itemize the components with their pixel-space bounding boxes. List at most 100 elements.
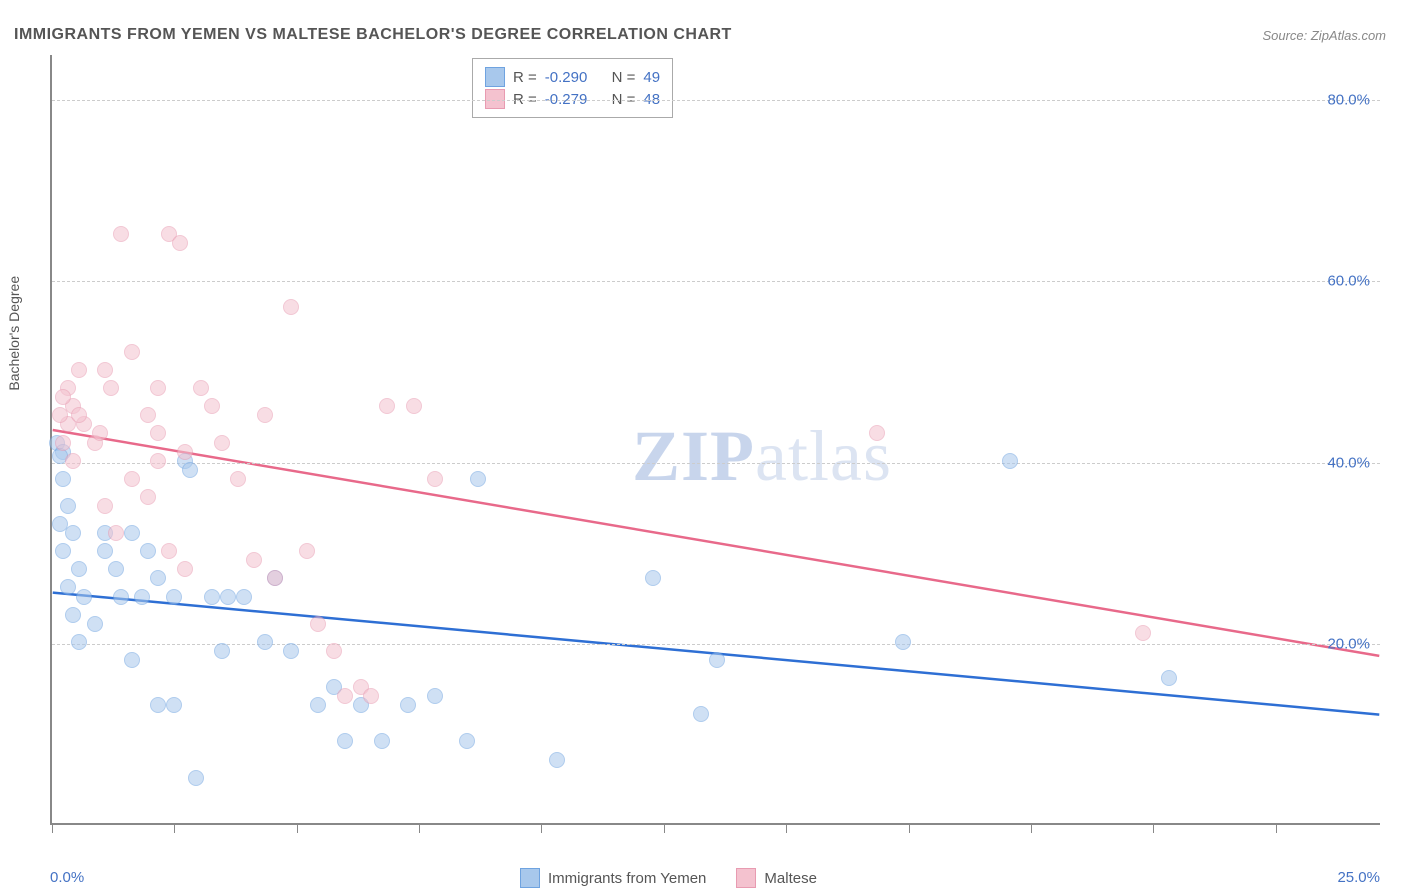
scatter-point-maltese — [204, 398, 220, 414]
x-tick — [419, 823, 420, 833]
scatter-point-yemen — [337, 733, 353, 749]
scatter-point-yemen — [71, 634, 87, 650]
scatter-point-yemen — [124, 525, 140, 541]
stats-row-yemen: R = -0.290 N = 49 — [485, 67, 660, 87]
scatter-point-maltese — [97, 498, 113, 514]
scatter-point-yemen — [65, 607, 81, 623]
scatter-point-yemen — [400, 697, 416, 713]
scatter-point-yemen — [283, 643, 299, 659]
scatter-point-yemen — [310, 697, 326, 713]
scatter-point-yemen — [134, 589, 150, 605]
legend-label-yemen: Immigrants from Yemen — [548, 870, 706, 887]
scatter-point-maltese — [193, 380, 209, 396]
scatter-point-yemen — [427, 688, 443, 704]
scatter-point-maltese — [92, 425, 108, 441]
grid-line — [52, 281, 1380, 282]
legend-swatch-maltese — [736, 868, 756, 888]
scatter-point-maltese — [55, 435, 71, 451]
y-tick-label: 40.0% — [1327, 454, 1370, 471]
trend-line-maltese — [53, 430, 1380, 656]
scatter-point-maltese — [246, 552, 262, 568]
scatter-point-maltese — [140, 489, 156, 505]
r-label: R = — [513, 69, 537, 86]
x-tick — [664, 823, 665, 833]
scatter-point-maltese — [150, 425, 166, 441]
scatter-point-yemen — [549, 752, 565, 768]
scatter-point-maltese — [150, 453, 166, 469]
scatter-point-yemen — [65, 525, 81, 541]
n-label: N = — [612, 69, 636, 86]
grid-line — [52, 463, 1380, 464]
scatter-point-yemen — [709, 652, 725, 668]
scatter-point-maltese — [113, 226, 129, 242]
scatter-point-maltese — [363, 688, 379, 704]
scatter-point-yemen — [76, 589, 92, 605]
scatter-point-yemen — [60, 579, 76, 595]
scatter-point-yemen — [214, 643, 230, 659]
watermark-bold: ZIP — [632, 416, 755, 496]
scatter-point-yemen — [150, 570, 166, 586]
scatter-point-yemen — [236, 589, 252, 605]
legend: Immigrants from Yemen Maltese — [520, 868, 817, 888]
scatter-point-maltese — [406, 398, 422, 414]
x-tick — [52, 823, 53, 833]
scatter-point-maltese — [267, 570, 283, 586]
scatter-point-maltese — [108, 525, 124, 541]
scatter-point-yemen — [470, 471, 486, 487]
stats-box: R = -0.290 N = 49 R = -0.279 N = 48 — [472, 58, 673, 118]
r-value-maltese: -0.279 — [545, 91, 588, 108]
y-tick-label: 20.0% — [1327, 635, 1370, 652]
watermark: ZIPatlas — [632, 415, 892, 498]
scatter-point-maltese — [379, 398, 395, 414]
scatter-point-yemen — [124, 652, 140, 668]
scatter-point-maltese — [427, 471, 443, 487]
scatter-point-yemen — [645, 570, 661, 586]
scatter-point-maltese — [161, 543, 177, 559]
scatter-point-yemen — [374, 733, 390, 749]
y-tick-label: 60.0% — [1327, 273, 1370, 290]
scatter-point-yemen — [182, 462, 198, 478]
n-value-yemen: 49 — [643, 69, 660, 86]
scatter-point-maltese — [71, 407, 87, 423]
x-tick — [297, 823, 298, 833]
scatter-point-yemen — [1161, 670, 1177, 686]
scatter-point-yemen — [895, 634, 911, 650]
scatter-point-yemen — [87, 616, 103, 632]
x-tick — [1153, 823, 1154, 833]
legend-item-yemen: Immigrants from Yemen — [520, 868, 706, 888]
scatter-point-yemen — [108, 561, 124, 577]
scatter-point-maltese — [124, 471, 140, 487]
grid-line — [52, 644, 1380, 645]
x-axis-max-label: 25.0% — [1337, 869, 1380, 886]
scatter-point-maltese — [97, 362, 113, 378]
swatch-maltese — [485, 89, 505, 109]
scatter-point-maltese — [869, 425, 885, 441]
scatter-point-maltese — [326, 643, 342, 659]
scatter-point-yemen — [113, 589, 129, 605]
source-attribution: Source: ZipAtlas.com — [1262, 28, 1386, 43]
n-label: N = — [612, 91, 636, 108]
scatter-point-maltese — [140, 407, 156, 423]
correlation-chart: IMMIGRANTS FROM YEMEN VS MALTESE BACHELO… — [0, 0, 1406, 892]
scatter-point-maltese — [283, 299, 299, 315]
scatter-point-maltese — [65, 453, 81, 469]
scatter-point-yemen — [693, 706, 709, 722]
legend-label-maltese: Maltese — [764, 870, 817, 887]
plot-area: ZIPatlas R = -0.290 N = 49 R = -0.279 N … — [50, 55, 1380, 825]
x-tick — [1276, 823, 1277, 833]
grid-line — [52, 100, 1380, 101]
scatter-point-yemen — [166, 697, 182, 713]
scatter-point-yemen — [188, 770, 204, 786]
scatter-point-yemen — [60, 498, 76, 514]
x-tick — [1031, 823, 1032, 833]
scatter-point-maltese — [1135, 625, 1151, 641]
scatter-point-yemen — [140, 543, 156, 559]
scatter-point-maltese — [103, 380, 119, 396]
scatter-point-maltese — [55, 389, 71, 405]
stats-row-maltese: R = -0.279 N = 48 — [485, 89, 660, 109]
x-tick — [786, 823, 787, 833]
y-axis-title: Bachelor's Degree — [6, 276, 22, 391]
scatter-point-yemen — [257, 634, 273, 650]
x-tick — [909, 823, 910, 833]
scatter-point-yemen — [97, 543, 113, 559]
